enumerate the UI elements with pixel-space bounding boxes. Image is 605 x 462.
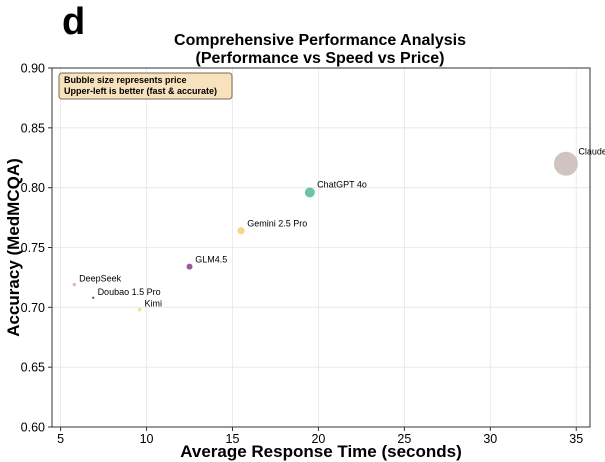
x-tick-label-2: 15 <box>226 432 240 446</box>
bubble-gemini-2-5-pro <box>237 227 245 235</box>
y-tick-label-6: 0.90 <box>21 62 45 76</box>
y-tick-label-4: 0.80 <box>21 181 45 195</box>
annotation-line-2: Upper-left is better (fast & accurate) <box>64 86 217 96</box>
x-tick-label-0: 5 <box>57 432 64 446</box>
bubble-label-glm4-5: GLM4.5 <box>195 255 227 265</box>
bubble-label-chatgpt-4o: ChatGPT 4o <box>317 179 367 189</box>
bubble-label-claude-4: Claude 4 <box>578 146 605 156</box>
annotation-box <box>58 72 233 100</box>
bubble-deepseek <box>72 282 77 287</box>
y-tick-label-2: 0.70 <box>21 301 45 315</box>
bubble-label-doubao-1-5-pro: Doubao 1.5 Pro <box>98 287 161 297</box>
y-tick-label-3: 0.75 <box>21 241 45 255</box>
y-tick-label-0: 0.60 <box>21 421 45 435</box>
bubble-doubao-1-5-pro <box>92 296 95 299</box>
bubble-glm4-5 <box>186 263 193 270</box>
x-tick-label-3: 20 <box>311 432 325 446</box>
annotation-line-1: Bubble size represents price <box>64 75 187 85</box>
x-tick-label-4: 25 <box>397 432 411 446</box>
chart-title: Comprehensive Performance Analysis (Perf… <box>50 32 590 68</box>
bubble-kimi <box>137 307 142 312</box>
y-tick-label-1: 0.65 <box>21 361 45 375</box>
bubble-label-gemini-2-5-pro: Gemini 2.5 Pro <box>247 218 307 228</box>
x-axis-title: Average Response Time (seconds) <box>180 442 462 461</box>
bubble-chatgpt-4o <box>304 187 315 198</box>
bubble-label-deepseek: DeepSeek <box>79 273 122 283</box>
x-tick-label-1: 10 <box>140 432 154 446</box>
bubble-label-kimi: Kimi <box>145 298 163 308</box>
bubble-claude-4 <box>553 151 578 176</box>
panel-letter: d <box>62 1 86 43</box>
x-tick-label-6: 35 <box>569 432 583 446</box>
x-tick-label-5: 30 <box>483 432 497 446</box>
chart-subtitle-line-2: (Performance vs Speed vs Price) <box>195 50 445 67</box>
chart-title-line-1: Comprehensive Performance Analysis <box>174 32 466 49</box>
y-tick-label-5: 0.85 <box>21 121 45 135</box>
y-axis-title: Accuracy (MedMCQA) <box>4 158 23 337</box>
